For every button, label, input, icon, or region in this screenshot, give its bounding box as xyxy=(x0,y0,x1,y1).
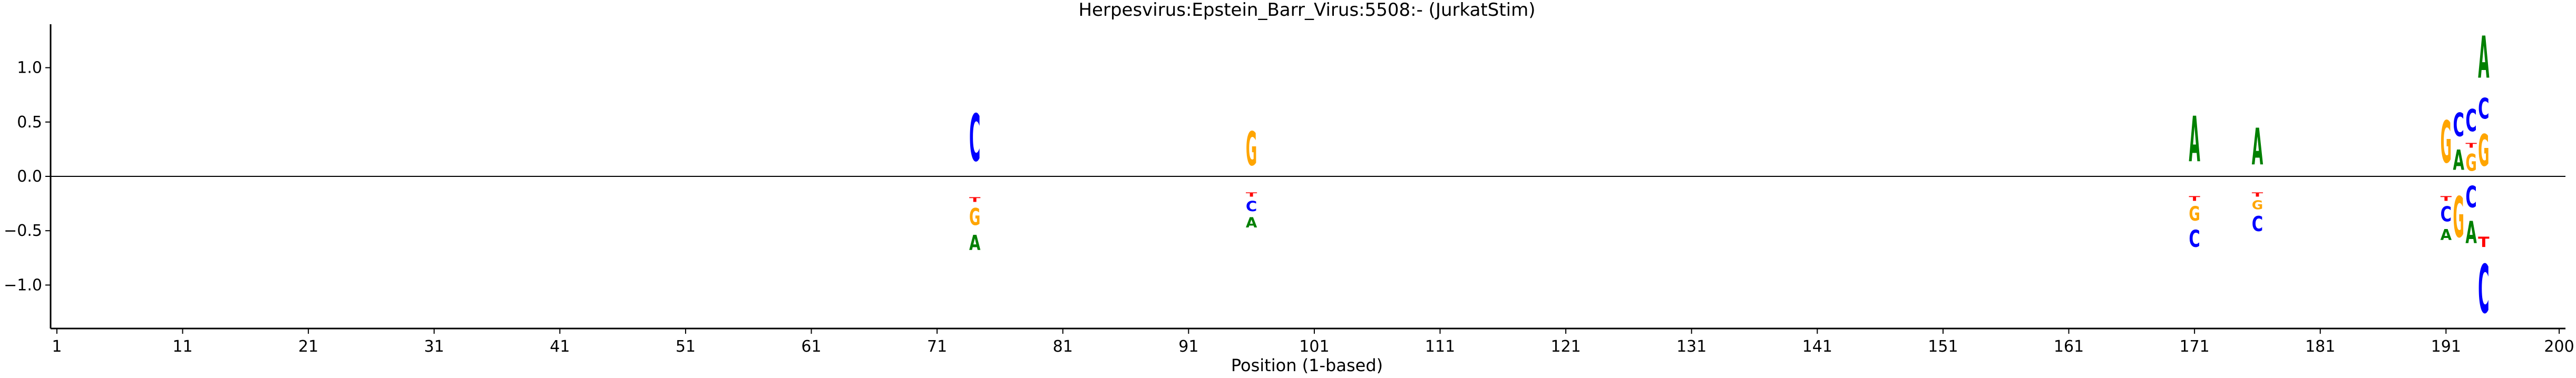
x-tick-label: 191 xyxy=(2431,337,2461,356)
letter-a: A xyxy=(2453,144,2464,176)
letter-t: T xyxy=(2465,142,2477,149)
letter-a: A xyxy=(2189,104,2200,177)
letter-t: T xyxy=(969,196,981,203)
letter-g: G xyxy=(2478,126,2489,177)
x-tick-label: 21 xyxy=(298,337,318,356)
letter-g: G xyxy=(969,203,980,231)
letter-g: G xyxy=(2453,185,2464,251)
letter-c: C xyxy=(2465,180,2476,215)
x-tick-label: 61 xyxy=(801,337,821,356)
x-tick-label: 200 xyxy=(2544,337,2574,356)
x-tick-label: 141 xyxy=(1802,337,1832,356)
x-tick-label: 161 xyxy=(2054,337,2084,356)
x-tick-label: 181 xyxy=(2305,337,2335,356)
logo-column: G TCA xyxy=(1246,123,1257,231)
y-tick-label: 1.0 xyxy=(17,59,42,77)
x-axis-ticks: 1 11 21 31 41 51 61 71 81 91 101 111 121 131 141 151 161… xyxy=(52,329,2574,356)
x-tick-label: 151 xyxy=(1928,337,1958,356)
letter-c: C xyxy=(2189,225,2200,253)
letter-c: C xyxy=(2252,213,2263,236)
letter-c: C xyxy=(1246,198,1257,214)
letter-a: A xyxy=(2441,226,2452,244)
logo-column: G TCA xyxy=(2441,109,2452,244)
letter-g: G xyxy=(2252,198,2263,212)
x-tick-label: 131 xyxy=(1676,337,1706,356)
y-tick-label: −1.0 xyxy=(4,276,42,294)
y-tick-label: 0.0 xyxy=(17,167,42,186)
x-tick-label: 81 xyxy=(1053,337,1073,356)
letter-a: A xyxy=(969,231,980,255)
letter-c: C xyxy=(2478,250,2489,329)
y-tick-label: 0.5 xyxy=(17,113,42,132)
letter-a: A xyxy=(2478,24,2490,91)
x-tick-label: 1 xyxy=(52,337,62,356)
logo-column: A TGC xyxy=(2252,118,2263,237)
x-tick-label: 101 xyxy=(1299,337,1329,356)
letter-a: A xyxy=(2252,118,2263,176)
letter-c: C xyxy=(2465,102,2476,138)
x-tick-label: 121 xyxy=(1550,337,1580,356)
letter-g: G xyxy=(1246,123,1257,177)
x-tick-label: 31 xyxy=(424,337,444,356)
letter-a: A xyxy=(1246,215,1257,231)
letter-t: T xyxy=(1246,192,1257,198)
letter-t: T xyxy=(2478,234,2490,250)
x-tick-label: 11 xyxy=(172,337,192,356)
letter-g: G xyxy=(2189,202,2200,225)
x-tick-label: 51 xyxy=(676,337,696,356)
letter-c: C xyxy=(969,102,980,177)
letter-g: G xyxy=(2441,109,2452,176)
letter-c: C xyxy=(2478,92,2489,126)
x-tick-label: 171 xyxy=(2179,337,2209,356)
letter-t: T xyxy=(2441,195,2452,202)
letter-c: C xyxy=(2453,106,2464,144)
x-tick-label: 71 xyxy=(927,337,947,356)
letter-t: T xyxy=(2189,195,2200,202)
logo-column: C TGA xyxy=(969,102,981,255)
letter-a: A xyxy=(2465,215,2477,251)
logo-column: A TGC xyxy=(2189,104,2200,253)
x-tick-label: 91 xyxy=(1178,337,1198,356)
y-tick-label: −0.5 xyxy=(4,222,42,240)
letter-c: C xyxy=(2441,203,2452,227)
x-tick-label: 41 xyxy=(550,337,570,356)
x-tick-label: 111 xyxy=(1425,337,1455,356)
y-axis-ticks: −1.0 −0.5 0.0 0.5 1.0 xyxy=(4,59,51,294)
logo-column: CAG xyxy=(2453,106,2464,251)
letter-g: G xyxy=(2465,149,2476,176)
letter-t: T xyxy=(2252,192,2263,198)
chart-title: Herpesvirus:Epstein_Barr_Virus:5508:- (J… xyxy=(1078,0,1535,21)
x-axis-label: Position (1-based) xyxy=(1231,355,1383,375)
